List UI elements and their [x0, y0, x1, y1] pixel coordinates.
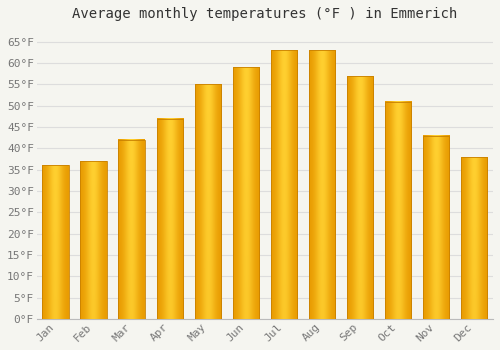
- Bar: [118, 140, 145, 319]
- Title: Average monthly temperatures (°F ) in Emmerich: Average monthly temperatures (°F ) in Em…: [72, 7, 458, 21]
- Bar: [422, 135, 450, 319]
- Bar: [156, 119, 183, 319]
- Bar: [194, 84, 221, 319]
- Bar: [42, 166, 69, 319]
- Bar: [232, 68, 259, 319]
- Bar: [80, 161, 107, 319]
- Bar: [384, 102, 411, 319]
- Bar: [308, 50, 335, 319]
- Bar: [270, 50, 297, 319]
- Bar: [346, 76, 374, 319]
- Bar: [460, 157, 487, 319]
